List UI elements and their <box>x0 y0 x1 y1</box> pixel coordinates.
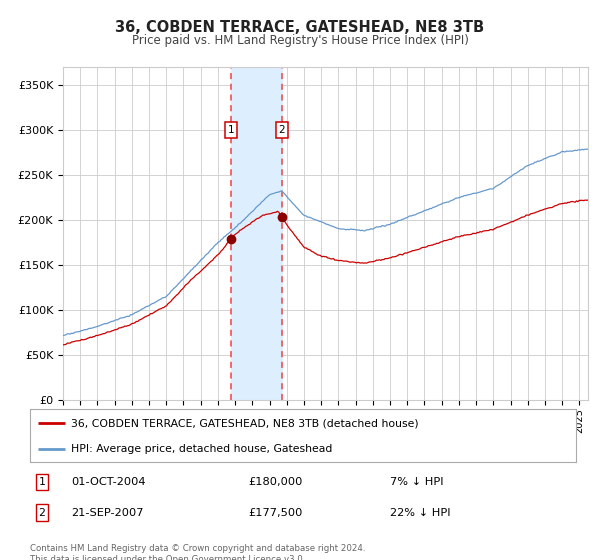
Text: 21-SEP-2007: 21-SEP-2007 <box>71 507 143 517</box>
Text: 36, COBDEN TERRACE, GATESHEAD, NE8 3TB: 36, COBDEN TERRACE, GATESHEAD, NE8 3TB <box>115 20 485 35</box>
Text: 2: 2 <box>278 125 285 135</box>
Text: 01-OCT-2004: 01-OCT-2004 <box>71 477 145 487</box>
Text: £180,000: £180,000 <box>248 477 303 487</box>
Text: 22% ↓ HPI: 22% ↓ HPI <box>391 507 451 517</box>
Text: £177,500: £177,500 <box>248 507 303 517</box>
Bar <box>231 67 282 400</box>
Text: Contains HM Land Registry data © Crown copyright and database right 2024.
This d: Contains HM Land Registry data © Crown c… <box>30 544 365 560</box>
Text: 36, COBDEN TERRACE, GATESHEAD, NE8 3TB (detached house): 36, COBDEN TERRACE, GATESHEAD, NE8 3TB (… <box>71 418 419 428</box>
Text: Price paid vs. HM Land Registry's House Price Index (HPI): Price paid vs. HM Land Registry's House … <box>131 34 469 46</box>
Text: 1: 1 <box>38 477 46 487</box>
Text: HPI: Average price, detached house, Gateshead: HPI: Average price, detached house, Gate… <box>71 444 332 454</box>
Text: 2: 2 <box>38 507 46 517</box>
Text: 7% ↓ HPI: 7% ↓ HPI <box>391 477 444 487</box>
Text: 1: 1 <box>227 125 234 135</box>
